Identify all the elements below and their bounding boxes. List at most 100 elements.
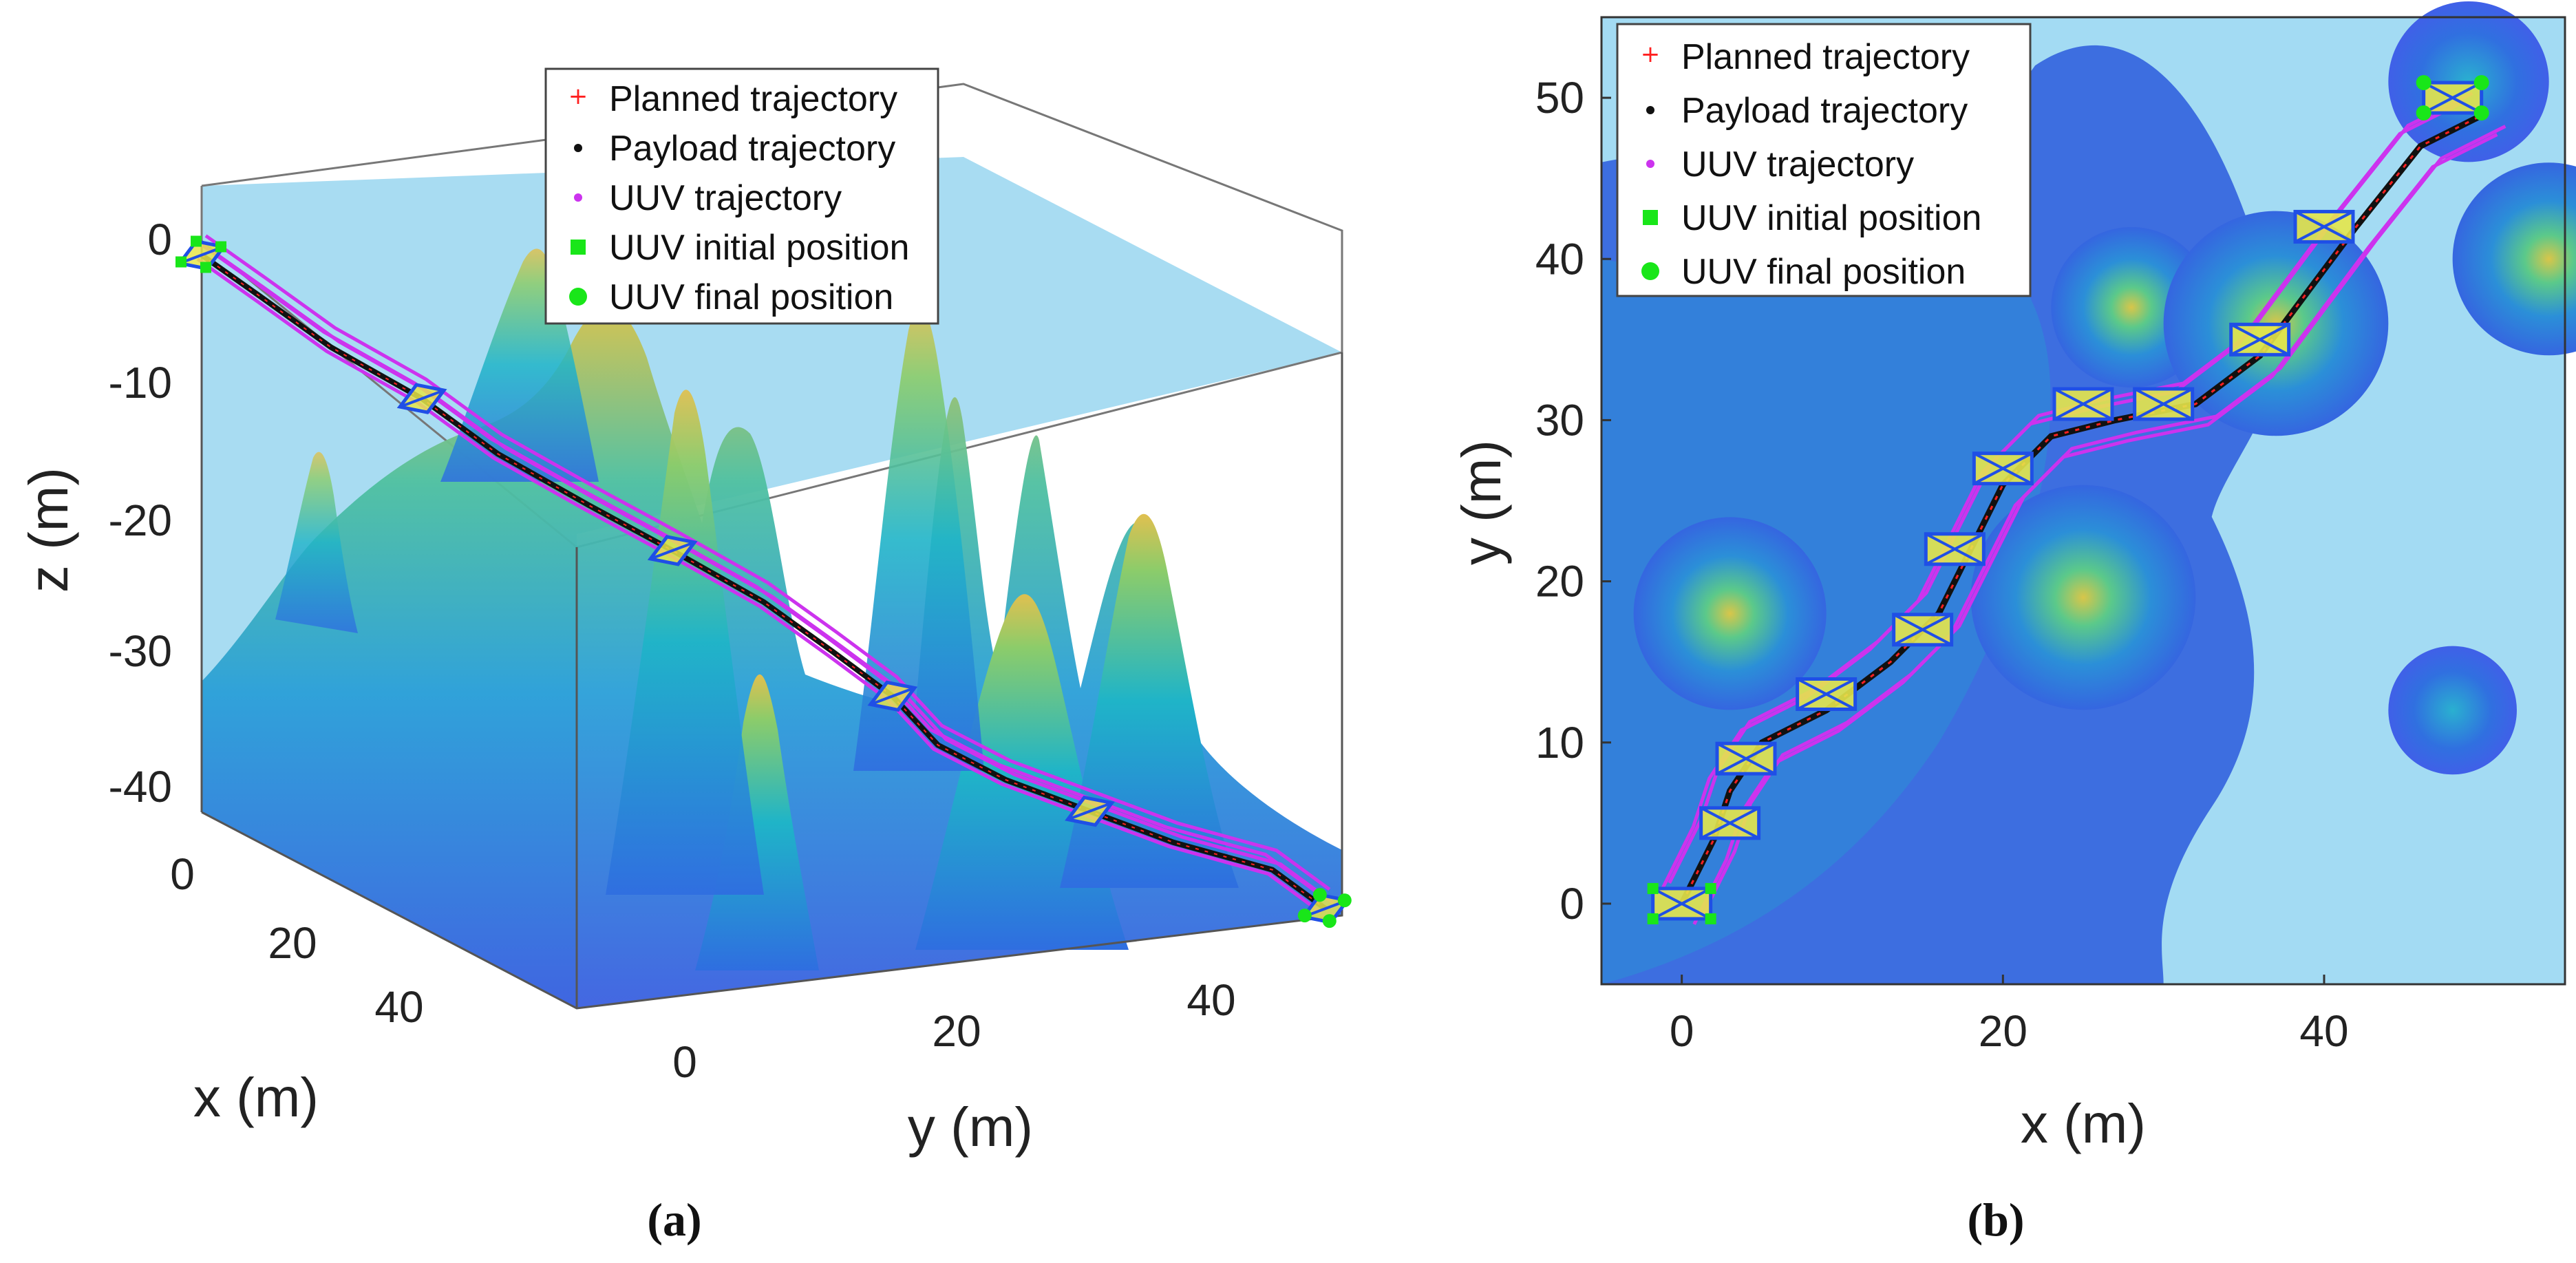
formation-frame: [1924, 532, 1986, 566]
legend-marker-dot: [574, 144, 582, 152]
formation-frame: [1699, 806, 1761, 840]
formation-frame: [867, 680, 918, 712]
legend-marker-dot: [1646, 106, 1654, 114]
y-axis-label-3d: y (m): [908, 1096, 1033, 1158]
formation-outline: [1651, 887, 1713, 921]
formation-cable: [870, 686, 915, 706]
formation-outline: [2422, 81, 2484, 115]
z-tick-label: -20: [109, 496, 173, 545]
y-tick-label: 0: [1560, 879, 1584, 928]
formation-frame: [2133, 387, 2195, 421]
z-tick-label: -30: [109, 626, 173, 676]
uuv-initial-marker: [191, 235, 202, 247]
formation-cable: [1700, 807, 1760, 840]
caption-a: (a): [647, 1193, 701, 1246]
uuv-final-marker: [1337, 893, 1352, 908]
legend-box: [544, 67, 939, 325]
formation-frame: [2293, 209, 2355, 244]
uuv-final-marker: [2416, 105, 2431, 121]
x-tick-label: 20: [268, 918, 317, 968]
formation-frame: [647, 535, 698, 566]
formation-frame: [396, 383, 447, 414]
formation-outline: [1972, 452, 2034, 486]
uuv-final-marker: [1297, 909, 1312, 923]
y-tick-label: 20: [1535, 557, 1584, 606]
legend-marker-initial: [1643, 210, 1658, 225]
legend-marker-final: [1641, 262, 1659, 280]
trajectory-2d: [1647, 75, 2506, 926]
formation-frame: [1796, 677, 1858, 711]
legend-a: + Planned trajectory Payload trajectory UUV…: [544, 67, 939, 325]
y-tick-label: 40: [1186, 975, 1235, 1025]
legend-entry-label: Planned trajectory: [609, 79, 897, 119]
uuv-final-marker: [1322, 914, 1337, 928]
formation-cable: [2133, 388, 2193, 421]
formation-outline: [1892, 613, 1954, 647]
legend-b: + Planned trajectory Payload trajectory UUV…: [1616, 23, 2032, 297]
obstacle-mound: [2388, 646, 2518, 775]
x-tick-label: 40: [374, 982, 423, 1032]
uuv-initial-marker: [1705, 882, 1716, 894]
formation-cable: [1925, 532, 1985, 566]
formation-cable: [2054, 388, 2113, 421]
formation-frame: [2422, 81, 2484, 115]
formation-cable: [399, 389, 445, 408]
formation-frame: [1651, 887, 1713, 921]
legend-entry-label: Payload trajectory: [609, 129, 895, 169]
legend-box: [1616, 23, 2032, 297]
legend-entry-label: UUV final position: [1681, 252, 1966, 292]
formation-outline: [1796, 677, 1858, 711]
formation-frame: [1715, 741, 1777, 776]
formation-cable: [2423, 81, 2482, 114]
uuv-trajectory: [204, 234, 1331, 891]
trajectory-3d: [175, 234, 1352, 928]
obstacle-mound: [1970, 485, 2196, 710]
uuv-final-marker: [1312, 888, 1327, 902]
terrain-peak: [275, 452, 358, 633]
legend-entry-label: Planned trajectory: [1681, 37, 1970, 77]
z-tick-label: -10: [109, 358, 173, 407]
y-axis-label-2d: y (m): [1451, 440, 1512, 565]
formation-cable: [1716, 742, 1776, 775]
y-tick-label: 20: [932, 1006, 981, 1056]
obstacle-mound: [1633, 517, 1827, 710]
formation-cable: [2295, 210, 2354, 244]
uuv-final-marker: [2473, 75, 2489, 91]
x-tick-label: 40: [2299, 1006, 2348, 1056]
formation-outline: [2293, 209, 2355, 244]
legend-entry-label: UUV initial position: [609, 228, 909, 268]
planned-trajectory: [201, 254, 1326, 909]
uuv-initial-marker: [200, 262, 211, 273]
legend-entry-label: Payload trajectory: [1681, 91, 1968, 131]
uuv-trajectory: [196, 257, 1323, 915]
uuv-final-marker: [2473, 105, 2489, 121]
y-tick-label: 10: [1535, 718, 1584, 767]
x-tick-label: 0: [1670, 1006, 1694, 1056]
uuv-initial-marker: [1705, 913, 1716, 924]
terrain-peak: [853, 307, 984, 771]
uuv-initial-marker: [215, 241, 226, 253]
y-axis-ticks-3d: 0 20 40: [672, 975, 1235, 1087]
formation-frame: [2052, 387, 2114, 421]
uuv-final-marker: [2416, 75, 2431, 91]
formation-outline: [1715, 741, 1777, 776]
z-tick-label: 0: [147, 215, 172, 264]
uuv-initial-marker: [175, 256, 187, 268]
uuv-trajectory: [209, 248, 1335, 905]
terrain-peak: [695, 674, 819, 970]
legend-entry-label: UUV initial position: [1681, 198, 1981, 238]
formation-frame: [1892, 613, 1954, 647]
y-tick-label: 40: [1535, 234, 1584, 284]
legend-marker-dot: [1646, 160, 1654, 168]
x-axis-label-3d: x (m): [193, 1067, 319, 1128]
formation-cable: [2230, 323, 2290, 357]
legend-marker-final: [569, 288, 587, 306]
y-tick-label: 50: [1535, 73, 1584, 123]
caption-b: (b): [1967, 1193, 2024, 1246]
formation-cable: [1067, 801, 1113, 821]
formation-frame: [1972, 452, 2034, 486]
uuv-initial-marker: [1647, 882, 1659, 894]
formation-outline: [2133, 387, 2195, 421]
legend-entry-label: UUV trajectory: [609, 178, 842, 218]
box-front-edges: [201, 352, 1343, 1010]
